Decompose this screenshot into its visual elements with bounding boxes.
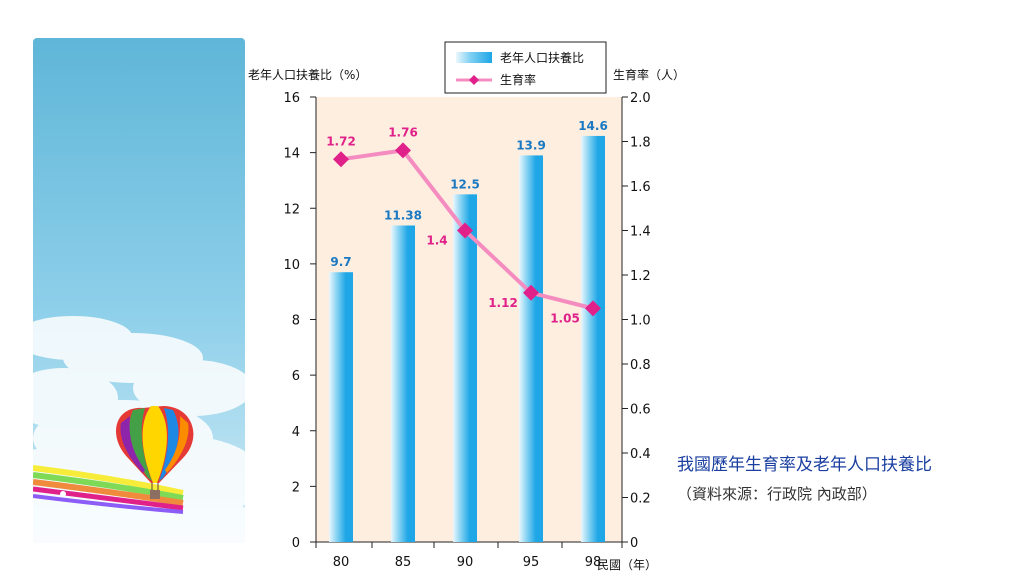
x-axis-title: 民國（年）	[597, 558, 657, 572]
right-tick-label: 0.4	[630, 447, 651, 462]
right-tick-label: 2.0	[630, 91, 651, 106]
bar-value-label: 12.5	[450, 177, 480, 191]
balloon-icon	[116, 406, 194, 499]
legend-line-marker	[469, 75, 479, 85]
legend: 老年人口扶養比 生育率	[444, 41, 607, 94]
bar-value-label: 13.9	[516, 138, 546, 152]
bar-90	[453, 194, 477, 542]
caption-source: （資料來源：行政院 內政部）	[677, 485, 877, 503]
sky-balloon-illustration	[33, 38, 245, 543]
bar-80	[329, 272, 353, 542]
right-tick-label: 1.0	[630, 314, 651, 329]
bar-value-label: 11.38	[384, 208, 422, 222]
fertility-value-label: 1.05	[550, 311, 580, 325]
left-tick-label: 8	[292, 314, 300, 329]
left-tick-label: 10	[283, 258, 300, 273]
left-tick-label: 12	[283, 202, 300, 217]
x-tick-label: 98	[585, 555, 602, 570]
x-tick-label: 80	[333, 555, 350, 570]
right-tick-label: 0	[630, 536, 638, 551]
legend-bar-label: 老年人口扶養比	[500, 50, 584, 65]
right-tick-label: 1.2	[630, 269, 651, 284]
fertility-point-85	[395, 142, 411, 159]
x-tick-label: 95	[523, 555, 540, 570]
fertility-point-80	[333, 151, 349, 168]
right-tick-label: 0.6	[630, 403, 651, 418]
bar-95	[519, 155, 543, 542]
fertility-value-label: 1.12	[488, 296, 518, 310]
bar-value-label: 9.7	[330, 255, 351, 269]
left-tick-label: 6	[292, 369, 300, 384]
left-axis-title: 老年人口扶養比（%）	[248, 67, 367, 82]
x-tick-label: 90	[457, 555, 474, 570]
legend-bar-swatch	[456, 52, 492, 63]
fertility-point-98	[585, 300, 601, 317]
right-axis-title: 生育率（人）	[613, 67, 685, 82]
x-tick-label: 85	[395, 555, 412, 570]
fertility-point-90	[457, 222, 473, 239]
left-tick-label: 2	[292, 480, 300, 495]
right-tick-label: 0.2	[630, 492, 651, 507]
fertility-point-95	[523, 284, 539, 301]
fertility-value-label: 1.4	[426, 234, 447, 248]
legend-box	[444, 41, 607, 94]
right-tick-label: 0.8	[630, 358, 651, 373]
fertility-value-label: 1.76	[388, 125, 418, 139]
left-tick-label: 0	[292, 536, 300, 551]
bar-98	[581, 135, 605, 542]
bar-85	[391, 225, 415, 542]
right-tick-label: 1.4	[630, 225, 651, 240]
caption-title: 我國歷年生育率及老年人口扶養比	[677, 455, 932, 475]
bar-value-label: 14.6	[578, 119, 608, 133]
left-tick-label: 16	[283, 91, 300, 106]
caption: 我國歷年生育率及老年人口扶養比 （資料來源：行政院 內政部）	[677, 450, 1017, 504]
fertility-value-label: 1.72	[326, 134, 356, 148]
left-tick-label: 14	[283, 147, 300, 162]
left-tick-label: 4	[292, 425, 300, 440]
right-tick-label: 1.6	[630, 180, 651, 195]
legend-line-label: 生育率	[500, 72, 536, 87]
right-tick-label: 1.8	[630, 136, 651, 151]
